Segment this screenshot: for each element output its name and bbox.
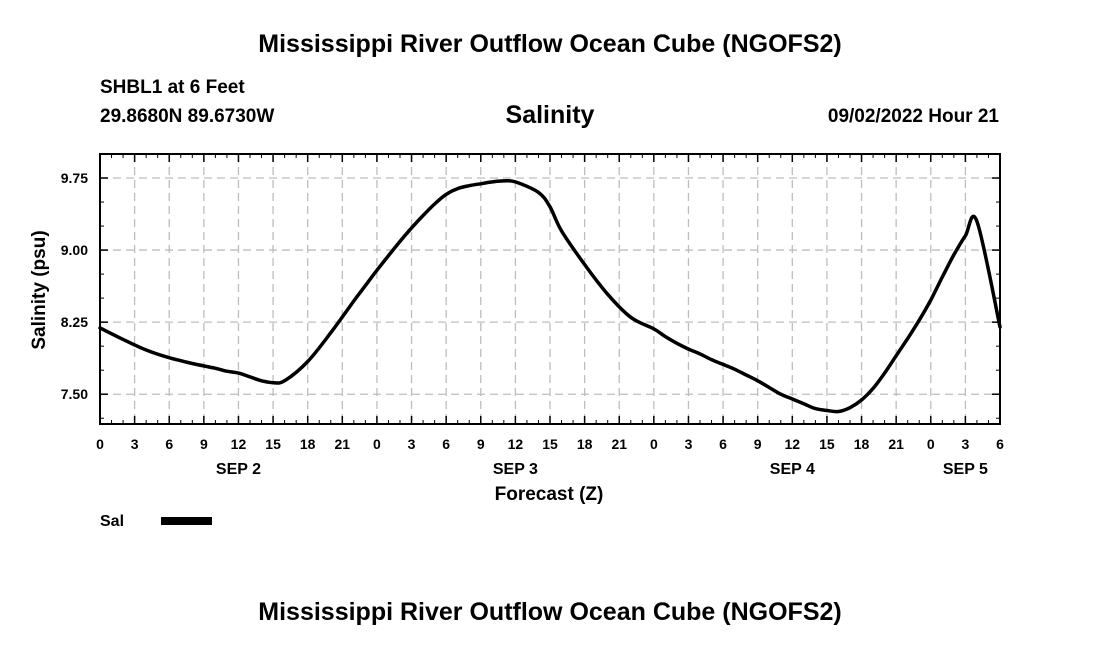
x-tick-label: 12 [508,436,524,452]
x-tick-label: 21 [888,436,904,452]
x-day-label: SEP 5 [943,461,988,478]
x-tick-label: 3 [408,436,416,452]
x-tick-label: 9 [477,436,485,452]
footer-title: Mississippi River Outflow Ocean Cube (NG… [258,598,842,626]
legend-label: Sal [100,513,124,530]
legend: Sal [100,513,212,530]
x-day-label: SEP 3 [493,461,538,478]
variable-title: Salinity [505,101,595,129]
x-tick-label: 18 [854,436,870,452]
x-tick-label: 12 [231,436,247,452]
x-tick-label: 3 [961,436,969,452]
x-tick-label: 15 [265,436,281,452]
plot-frame [99,153,1001,425]
x-axis-label: Forecast (Z) [495,484,604,505]
x-day-label: SEP 4 [770,461,815,478]
x-tick-label: 3 [685,436,693,452]
y-axis-label: Salinity (psu) [29,230,50,349]
x-tick-label: 21 [611,436,627,452]
station-label: SHBL1 at 6 Feet [100,77,245,98]
x-tick-label: 0 [373,436,381,452]
x-tick-label: 6 [442,436,450,452]
x-tick-label: 6 [719,436,727,452]
x-day-label: SEP 2 [216,461,261,478]
x-tick-label: 0 [927,436,935,452]
x-tick-label: 15 [542,436,558,452]
x-tick-label: 3 [131,436,139,452]
x-tick-label: 21 [335,436,351,452]
y-tick-label: 9.75 [61,170,88,186]
x-tick-label: 0 [96,436,104,452]
x-tick-label: 0 [650,436,658,452]
x-tick-label: 18 [577,436,593,452]
salinity-line [98,178,1002,414]
y-tick-label: 8.25 [61,314,88,330]
x-tick-label: 18 [300,436,316,452]
forecast-datetime: 09/02/2022 Hour 21 [827,106,999,127]
x-tick-label: 9 [200,436,208,452]
x-tick-label: 6 [996,436,1004,452]
x-tick-label: 9 [754,436,762,452]
y-tick-label: 7.50 [61,386,88,402]
x-tick-label: 6 [165,436,173,452]
chart-title: Mississippi River Outflow Ocean Cube (NG… [258,30,842,58]
coordinates-label: 29.8680N 89.6730W [100,106,275,127]
x-tick-label: 15 [819,436,835,452]
y-tick-label: 9.00 [61,242,88,258]
grid-lines [100,154,1000,424]
x-tick-label: 12 [785,436,801,452]
